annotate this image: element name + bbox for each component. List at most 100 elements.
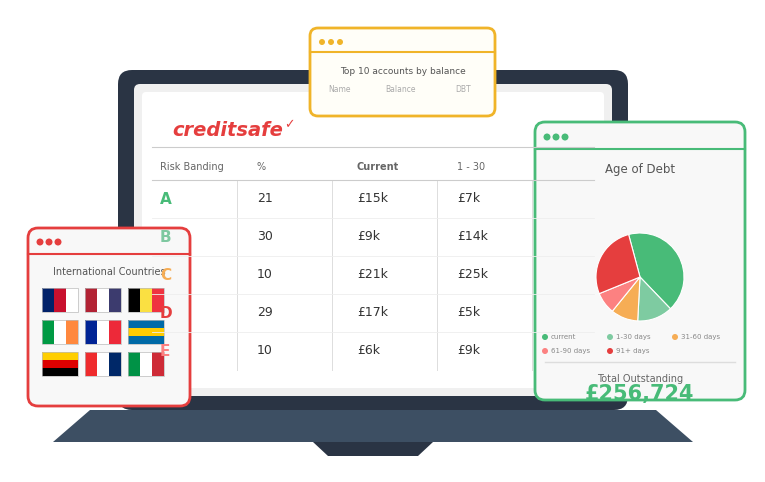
FancyBboxPatch shape: [118, 70, 628, 410]
Text: £25k: £25k: [457, 268, 488, 281]
Text: creditsafe: creditsafe: [172, 120, 283, 139]
Text: A: A: [160, 191, 172, 206]
Text: Current: Current: [357, 162, 399, 172]
Bar: [66, 320, 78, 344]
Circle shape: [319, 39, 325, 45]
Text: %: %: [257, 162, 266, 172]
Bar: [54, 288, 66, 312]
Bar: [109, 352, 121, 376]
Bar: [128, 336, 164, 344]
Bar: [85, 352, 121, 376]
Text: Balance: Balance: [385, 85, 415, 94]
Text: DBT: DBT: [455, 85, 470, 94]
Text: 21: 21: [257, 192, 273, 205]
Text: £6k: £6k: [357, 345, 380, 358]
Text: £21k: £21k: [357, 268, 388, 281]
Text: 29: 29: [257, 307, 273, 320]
Polygon shape: [313, 442, 433, 456]
Bar: [128, 320, 164, 344]
Wedge shape: [596, 235, 640, 294]
Bar: [85, 320, 97, 344]
Bar: [66, 288, 78, 312]
Bar: [140, 288, 152, 312]
Bar: [42, 352, 78, 360]
Text: E: E: [160, 344, 171, 359]
FancyBboxPatch shape: [28, 228, 190, 406]
Bar: [42, 352, 78, 376]
Bar: [152, 352, 164, 376]
Bar: [128, 352, 140, 376]
Bar: [42, 288, 54, 312]
Bar: [128, 320, 164, 328]
Circle shape: [543, 134, 551, 140]
FancyBboxPatch shape: [310, 28, 495, 116]
Bar: [85, 288, 121, 312]
FancyBboxPatch shape: [134, 84, 612, 396]
Wedge shape: [599, 277, 640, 311]
Circle shape: [337, 39, 343, 45]
Text: ✓: ✓: [284, 119, 295, 132]
Text: D: D: [160, 306, 173, 321]
Text: 10: 10: [257, 268, 273, 281]
Text: £256,724: £256,724: [585, 384, 695, 404]
Text: £7k: £7k: [457, 192, 480, 205]
Text: B: B: [160, 229, 171, 244]
Bar: [85, 320, 121, 344]
Text: Age of Debt: Age of Debt: [605, 162, 675, 175]
Circle shape: [328, 39, 334, 45]
Bar: [140, 352, 152, 376]
Text: 1 - 30: 1 - 30: [457, 162, 485, 172]
Circle shape: [37, 239, 44, 245]
Bar: [152, 288, 164, 312]
Bar: [85, 352, 97, 376]
Bar: [97, 288, 109, 312]
Text: £9k: £9k: [457, 345, 480, 358]
Wedge shape: [612, 277, 640, 321]
Circle shape: [552, 134, 559, 140]
Bar: [109, 288, 121, 312]
FancyBboxPatch shape: [142, 92, 604, 388]
Text: £15k: £15k: [357, 192, 388, 205]
Bar: [42, 320, 54, 344]
Text: Name: Name: [328, 85, 350, 94]
Wedge shape: [638, 277, 670, 321]
Polygon shape: [53, 410, 693, 442]
Text: Risk Banding: Risk Banding: [160, 162, 223, 172]
Text: £17k: £17k: [357, 307, 388, 320]
Circle shape: [562, 134, 568, 140]
Text: current: current: [551, 334, 576, 340]
Circle shape: [672, 334, 678, 340]
Text: £14k: £14k: [457, 230, 488, 243]
Bar: [128, 288, 164, 312]
Bar: [42, 360, 78, 368]
Bar: [42, 288, 78, 312]
Text: 91+ days: 91+ days: [616, 348, 649, 354]
Circle shape: [607, 334, 613, 340]
Bar: [85, 288, 97, 312]
Circle shape: [607, 348, 613, 354]
Text: Top 10 accounts by balance: Top 10 accounts by balance: [340, 67, 465, 77]
Bar: [128, 352, 164, 376]
Text: International Countries: International Countries: [53, 267, 165, 277]
Bar: [128, 288, 140, 312]
Text: 1-30 days: 1-30 days: [616, 334, 650, 340]
Circle shape: [45, 239, 53, 245]
Circle shape: [542, 348, 548, 354]
Text: 31-60 days: 31-60 days: [681, 334, 720, 340]
Circle shape: [542, 334, 548, 340]
Text: £9k: £9k: [357, 230, 380, 243]
Bar: [97, 352, 109, 376]
Bar: [97, 320, 109, 344]
Text: C: C: [160, 268, 171, 282]
Text: 10: 10: [257, 345, 273, 358]
Wedge shape: [629, 233, 684, 309]
Text: 61-90 days: 61-90 days: [551, 348, 590, 354]
Text: Total Outstanding: Total Outstanding: [597, 374, 683, 384]
Bar: [42, 368, 78, 376]
Bar: [42, 320, 78, 344]
FancyBboxPatch shape: [535, 122, 745, 400]
Circle shape: [54, 239, 61, 245]
Bar: [54, 320, 66, 344]
Bar: [128, 328, 164, 336]
Bar: [109, 320, 121, 344]
